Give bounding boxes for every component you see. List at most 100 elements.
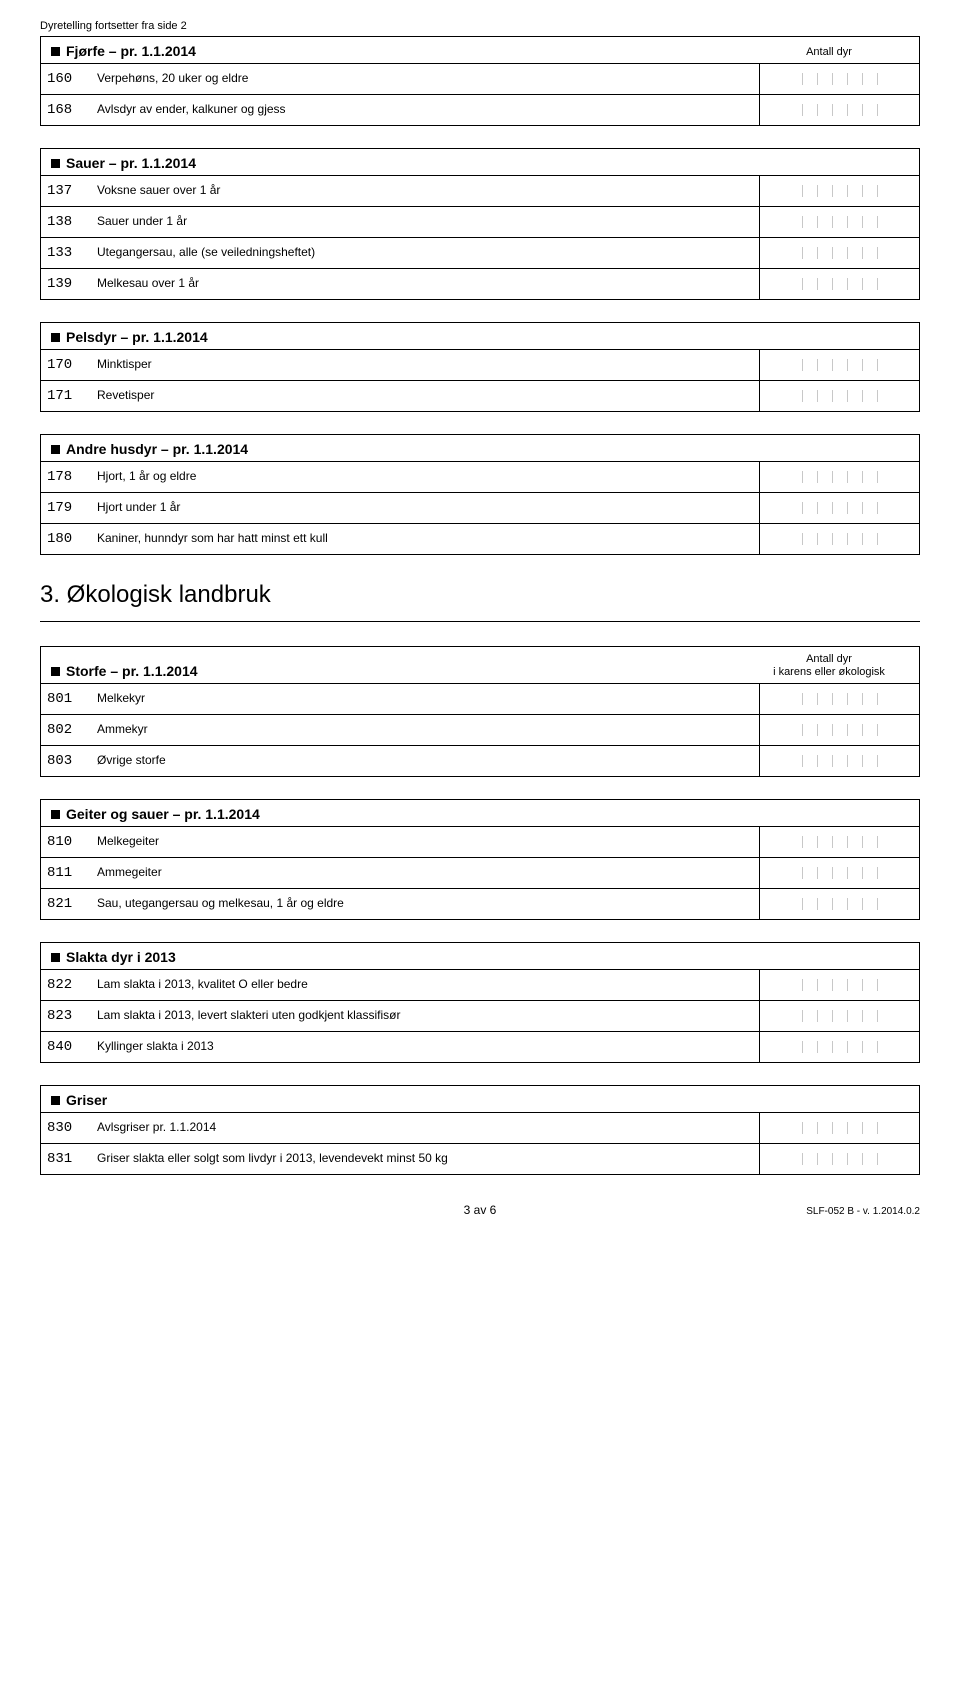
tick-marks: [802, 471, 878, 483]
form-row: 168Avlsdyr av ender, kalkuner og gjess: [41, 94, 919, 125]
row-code: 801: [41, 684, 95, 714]
value-field[interactable]: [759, 1144, 919, 1174]
value-field[interactable]: [759, 1001, 919, 1031]
form-row: 810Melkegeiter: [41, 826, 919, 857]
bullet-square-icon: [51, 333, 60, 342]
row-label: Minktisper: [95, 350, 759, 380]
value-field[interactable]: [759, 970, 919, 1000]
row-code: 160: [41, 64, 95, 94]
value-field[interactable]: [759, 1032, 919, 1062]
tick-marks: [802, 390, 878, 402]
form-section: Fjørfe – pr. 1.1.2014 Antall dyr 160Verpeh…: [40, 36, 920, 126]
row-label: Griser slakta eller solgt som livdyr i 2…: [95, 1144, 759, 1174]
form-row: 179Hjort under 1 år: [41, 492, 919, 523]
value-field[interactable]: [759, 95, 919, 125]
form-section: Slakta dyr i 2013822Lam slakta i 2013, k…: [40, 942, 920, 1063]
row-label: Utegangersau, alle (se veiledningsheftet…: [95, 238, 759, 268]
bullet-square-icon: [51, 445, 60, 454]
section-header: Griser: [41, 1086, 919, 1112]
row-code: 180: [41, 524, 95, 554]
value-field[interactable]: [759, 1113, 919, 1143]
form-row: 170Minktisper: [41, 349, 919, 380]
value-field[interactable]: [759, 350, 919, 380]
value-field[interactable]: [759, 462, 919, 492]
section-header: Pelsdyr – pr. 1.1.2014: [41, 323, 919, 349]
form-section: Andre husdyr – pr. 1.1.2014178Hjort, 1 å…: [40, 434, 920, 555]
row-label: Avlsgriser pr. 1.1.2014: [95, 1113, 759, 1143]
form-section: Storfe – pr. 1.1.2014Antall dyri karens …: [40, 646, 920, 777]
row-label: Melkesau over 1 år: [95, 269, 759, 299]
heading-rule: [40, 621, 920, 622]
row-code: 811: [41, 858, 95, 888]
row-label: Avlsdyr av ender, kalkuner og gjess: [95, 95, 759, 125]
section-title: Sauer – pr. 1.1.2014: [66, 155, 196, 171]
form-row: 801Melkekyr: [41, 683, 919, 714]
row-code: 137: [41, 176, 95, 206]
section-title: Pelsdyr – pr. 1.1.2014: [66, 329, 208, 345]
column-label: Antall dyr: [749, 46, 909, 59]
main-heading: 3. Økologisk landbruk: [40, 581, 920, 609]
tick-marks: [802, 104, 878, 116]
row-code: 810: [41, 827, 95, 857]
row-label: Lam slakta i 2013, kvalitet O eller bedr…: [95, 970, 759, 1000]
bullet-square-icon: [51, 159, 60, 168]
bullet-square-icon: [51, 810, 60, 819]
bullet-square-icon: [51, 667, 60, 676]
row-code: 178: [41, 462, 95, 492]
form-row: 821Sau, utegangersau og melkesau, 1 år o…: [41, 888, 919, 919]
section-title: Andre husdyr – pr. 1.1.2014: [66, 441, 248, 457]
tick-marks: [802, 724, 878, 736]
tick-marks: [802, 278, 878, 290]
form-row: 822Lam slakta i 2013, kvalitet O eller b…: [41, 969, 919, 1000]
value-field[interactable]: [759, 746, 919, 776]
row-code: 831: [41, 1144, 95, 1174]
row-label: Kyllinger slakta i 2013: [95, 1032, 759, 1062]
row-label: Melkegeiter: [95, 827, 759, 857]
row-code: 840: [41, 1032, 95, 1062]
bullet-square-icon: [51, 953, 60, 962]
value-field[interactable]: [759, 889, 919, 919]
row-code: 822: [41, 970, 95, 1000]
row-label: Verpehøns, 20 uker og eldre: [95, 64, 759, 94]
section-title: Geiter og sauer – pr. 1.1.2014: [66, 806, 260, 822]
section-header: Fjørfe – pr. 1.1.2014 Antall dyr: [41, 37, 919, 63]
value-field[interactable]: [759, 524, 919, 554]
form-row: 802Ammekyr: [41, 714, 919, 745]
row-code: 821: [41, 889, 95, 919]
value-field[interactable]: [759, 381, 919, 411]
row-code: 830: [41, 1113, 95, 1143]
page-number: 3 av 6: [40, 1203, 920, 1217]
tick-marks: [802, 1010, 878, 1022]
tick-marks: [802, 1122, 878, 1134]
value-field[interactable]: [759, 64, 919, 94]
value-field[interactable]: [759, 238, 919, 268]
section-title: Fjørfe – pr. 1.1.2014: [66, 43, 196, 59]
value-field[interactable]: [759, 269, 919, 299]
row-code: 802: [41, 715, 95, 745]
value-field[interactable]: [759, 684, 919, 714]
value-field[interactable]: [759, 176, 919, 206]
row-code: 139: [41, 269, 95, 299]
section-title: Griser: [66, 1092, 107, 1108]
value-field[interactable]: [759, 715, 919, 745]
bullet-square-icon: [51, 47, 60, 56]
tick-marks: [802, 693, 878, 705]
row-code: 171: [41, 381, 95, 411]
tick-marks: [802, 502, 878, 514]
row-label: Sauer under 1 år: [95, 207, 759, 237]
tick-marks: [802, 898, 878, 910]
value-field[interactable]: [759, 858, 919, 888]
tick-marks: [802, 216, 878, 228]
row-code: 133: [41, 238, 95, 268]
form-row: 133Utegangersau, alle (se veiledningshef…: [41, 237, 919, 268]
value-field[interactable]: [759, 827, 919, 857]
value-field[interactable]: [759, 493, 919, 523]
form-row: 138Sauer under 1 år: [41, 206, 919, 237]
form-section: Geiter og sauer – pr. 1.1.2014 810Melkege…: [40, 799, 920, 920]
value-field[interactable]: [759, 207, 919, 237]
row-label: Kaniner, hunndyr som har hatt minst ett …: [95, 524, 759, 554]
row-label: Sau, utegangersau og melkesau, 1 år og e…: [95, 889, 759, 919]
tick-marks: [802, 836, 878, 848]
row-code: 168: [41, 95, 95, 125]
form-row: 139Melkesau over 1 år: [41, 268, 919, 299]
